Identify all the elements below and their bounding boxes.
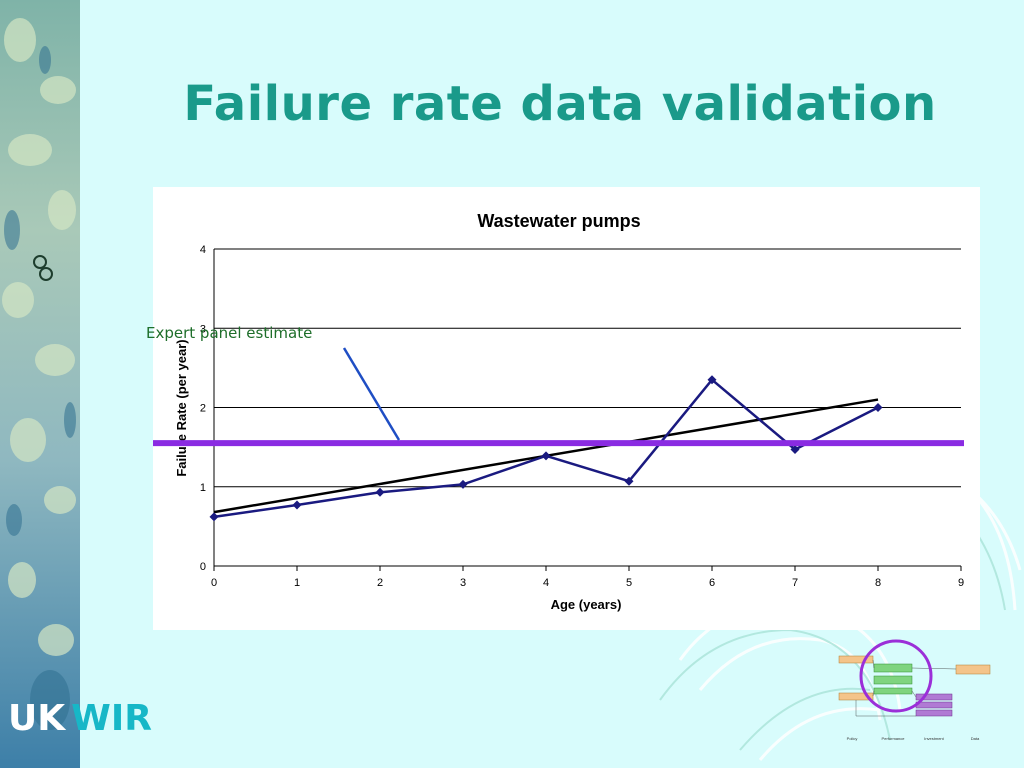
expert-panel-annotation: Expert panel estimate <box>146 324 313 342</box>
data-point-marker <box>292 500 302 510</box>
data-point-marker <box>707 375 717 385</box>
y-tick-label: 1 <box>200 482 206 494</box>
logo-wir: WIR <box>71 698 152 739</box>
data-point-marker <box>209 512 219 522</box>
x-axis-label: Age (years) <box>551 597 622 612</box>
y-tick-label: 0 <box>200 561 206 573</box>
data-point-marker <box>375 487 385 497</box>
data-point-marker <box>873 403 883 412</box>
left-decorative-strip <box>0 0 80 768</box>
y-tick-label: 3 <box>200 323 206 335</box>
process-diagram-thumbnail: Policy Performance Investment Data <box>838 639 991 741</box>
x-tick-label: 3 <box>460 577 466 589</box>
slide-title: Failure rate data validation <box>183 76 937 132</box>
x-tick-label: 4 <box>543 577 549 589</box>
diagram-label-investment: Investment <box>924 736 944 741</box>
diagram-label-performance: Performance <box>882 736 906 741</box>
x-tick-label: 9 <box>958 577 964 589</box>
chart-title: Wastewater pumps <box>477 211 640 231</box>
diagram-label-data: Data <box>971 736 980 741</box>
y-tick-label: 2 <box>200 403 206 415</box>
y-tick-label: 4 <box>200 244 206 256</box>
x-tick-label: 6 <box>709 577 715 589</box>
data-point-marker <box>541 451 551 461</box>
data-point-marker <box>790 445 800 455</box>
x-tick-label: 0 <box>211 577 217 589</box>
logo-uk: UK <box>8 698 66 739</box>
diagram-label-policy: Policy <box>847 736 858 741</box>
x-tick-label: 8 <box>875 577 881 589</box>
highlight-circle <box>859 639 933 713</box>
y-axis-label: Failure Rate (per year) <box>174 339 189 476</box>
data-point-marker <box>624 476 634 486</box>
chart-panel: Wastewater pumps Age (years) Failure Rat… <box>153 187 980 630</box>
chart-svg: Wastewater pumps Age (years) Failure Rat… <box>153 211 964 612</box>
ukwir-logo: UK WIR <box>8 698 152 739</box>
data-point-marker <box>458 479 468 489</box>
x-tick-label: 7 <box>792 577 798 589</box>
x-tick-label: 2 <box>377 577 383 589</box>
x-tick-label: 5 <box>626 577 632 589</box>
x-tick-label: 1 <box>294 577 300 589</box>
